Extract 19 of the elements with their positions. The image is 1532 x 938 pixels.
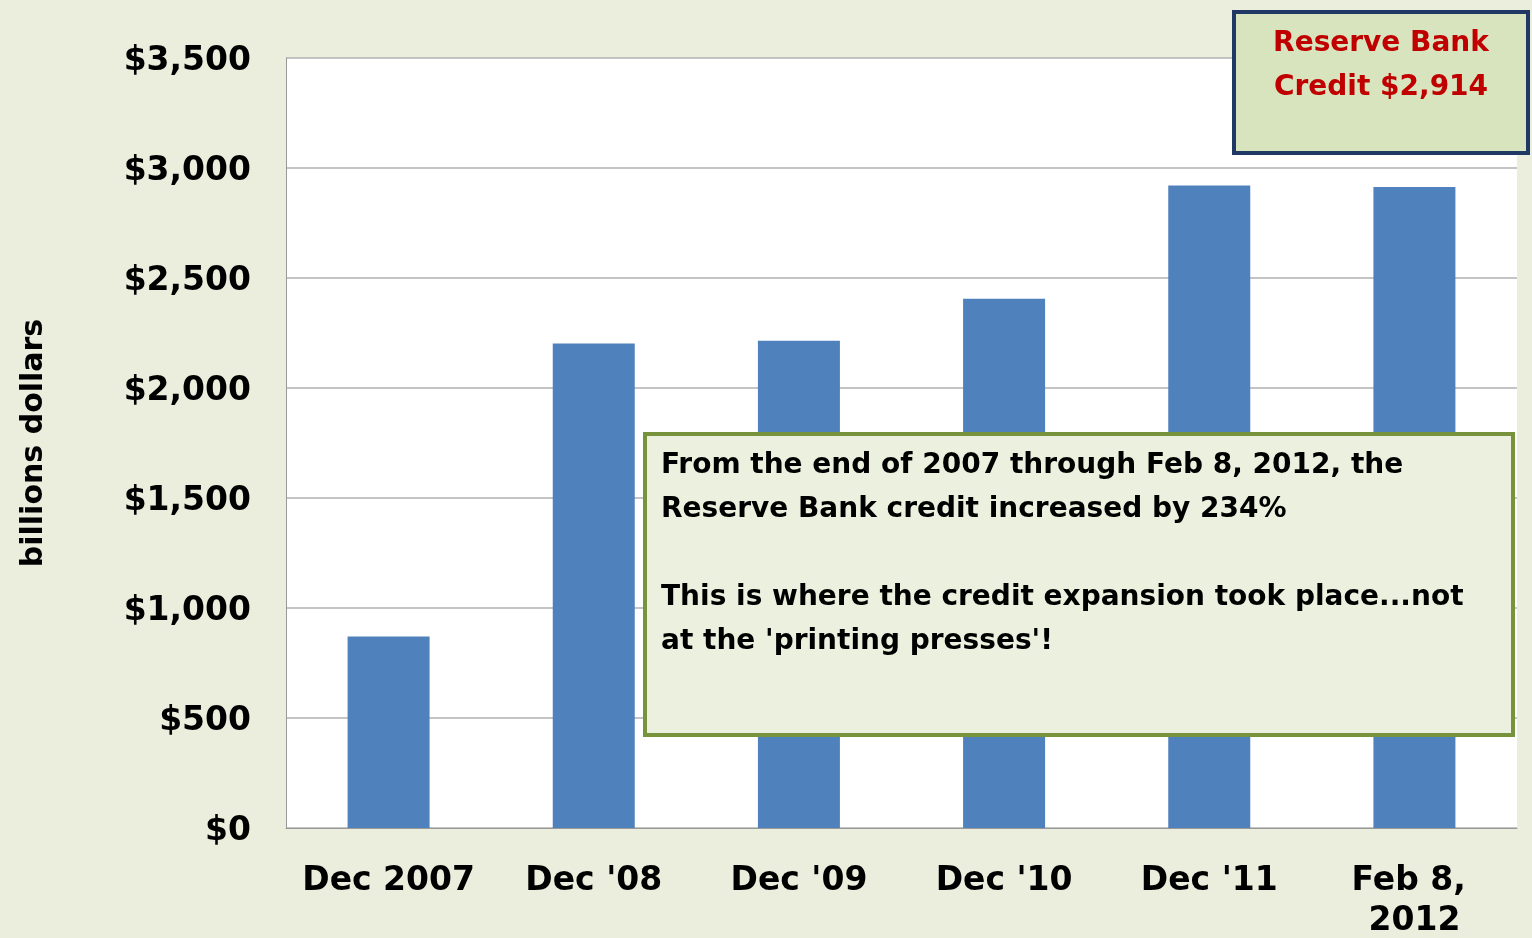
y-axis-title: billions dollars: [13, 318, 49, 568]
y-tick-label: $500: [159, 698, 251, 738]
x-tick-label: Dec 2007: [302, 858, 475, 898]
x-tick-label: Feb 8, 2012: [1351, 858, 1478, 938]
bar: [347, 636, 430, 828]
y-tick-label: $0: [205, 808, 251, 848]
x-tick-label: Dec '11: [1140, 858, 1278, 898]
x-tick-label: Dec '08: [525, 858, 663, 898]
y-tick-label: $3,000: [123, 148, 251, 188]
y-tick-label: $1,500: [123, 478, 251, 518]
bar: [552, 343, 635, 828]
callout-box: Reserve Bank Credit $2,914: [1232, 10, 1530, 155]
x-tick-label: Dec '10: [935, 858, 1073, 898]
y-tick-label: $2,000: [123, 368, 251, 408]
x-tick-label: Dec '09: [730, 858, 868, 898]
y-tick-label: $3,500: [123, 38, 251, 78]
callout-box: From the end of 2007 through Feb 8, 2012, the Reserve Bank credit increased by 234% This is where the credit expansion took place...not at the 'printing presses'!: [643, 432, 1515, 737]
y-tick-label: $2,500: [123, 258, 251, 298]
y-tick-label: $1,000: [123, 588, 251, 628]
